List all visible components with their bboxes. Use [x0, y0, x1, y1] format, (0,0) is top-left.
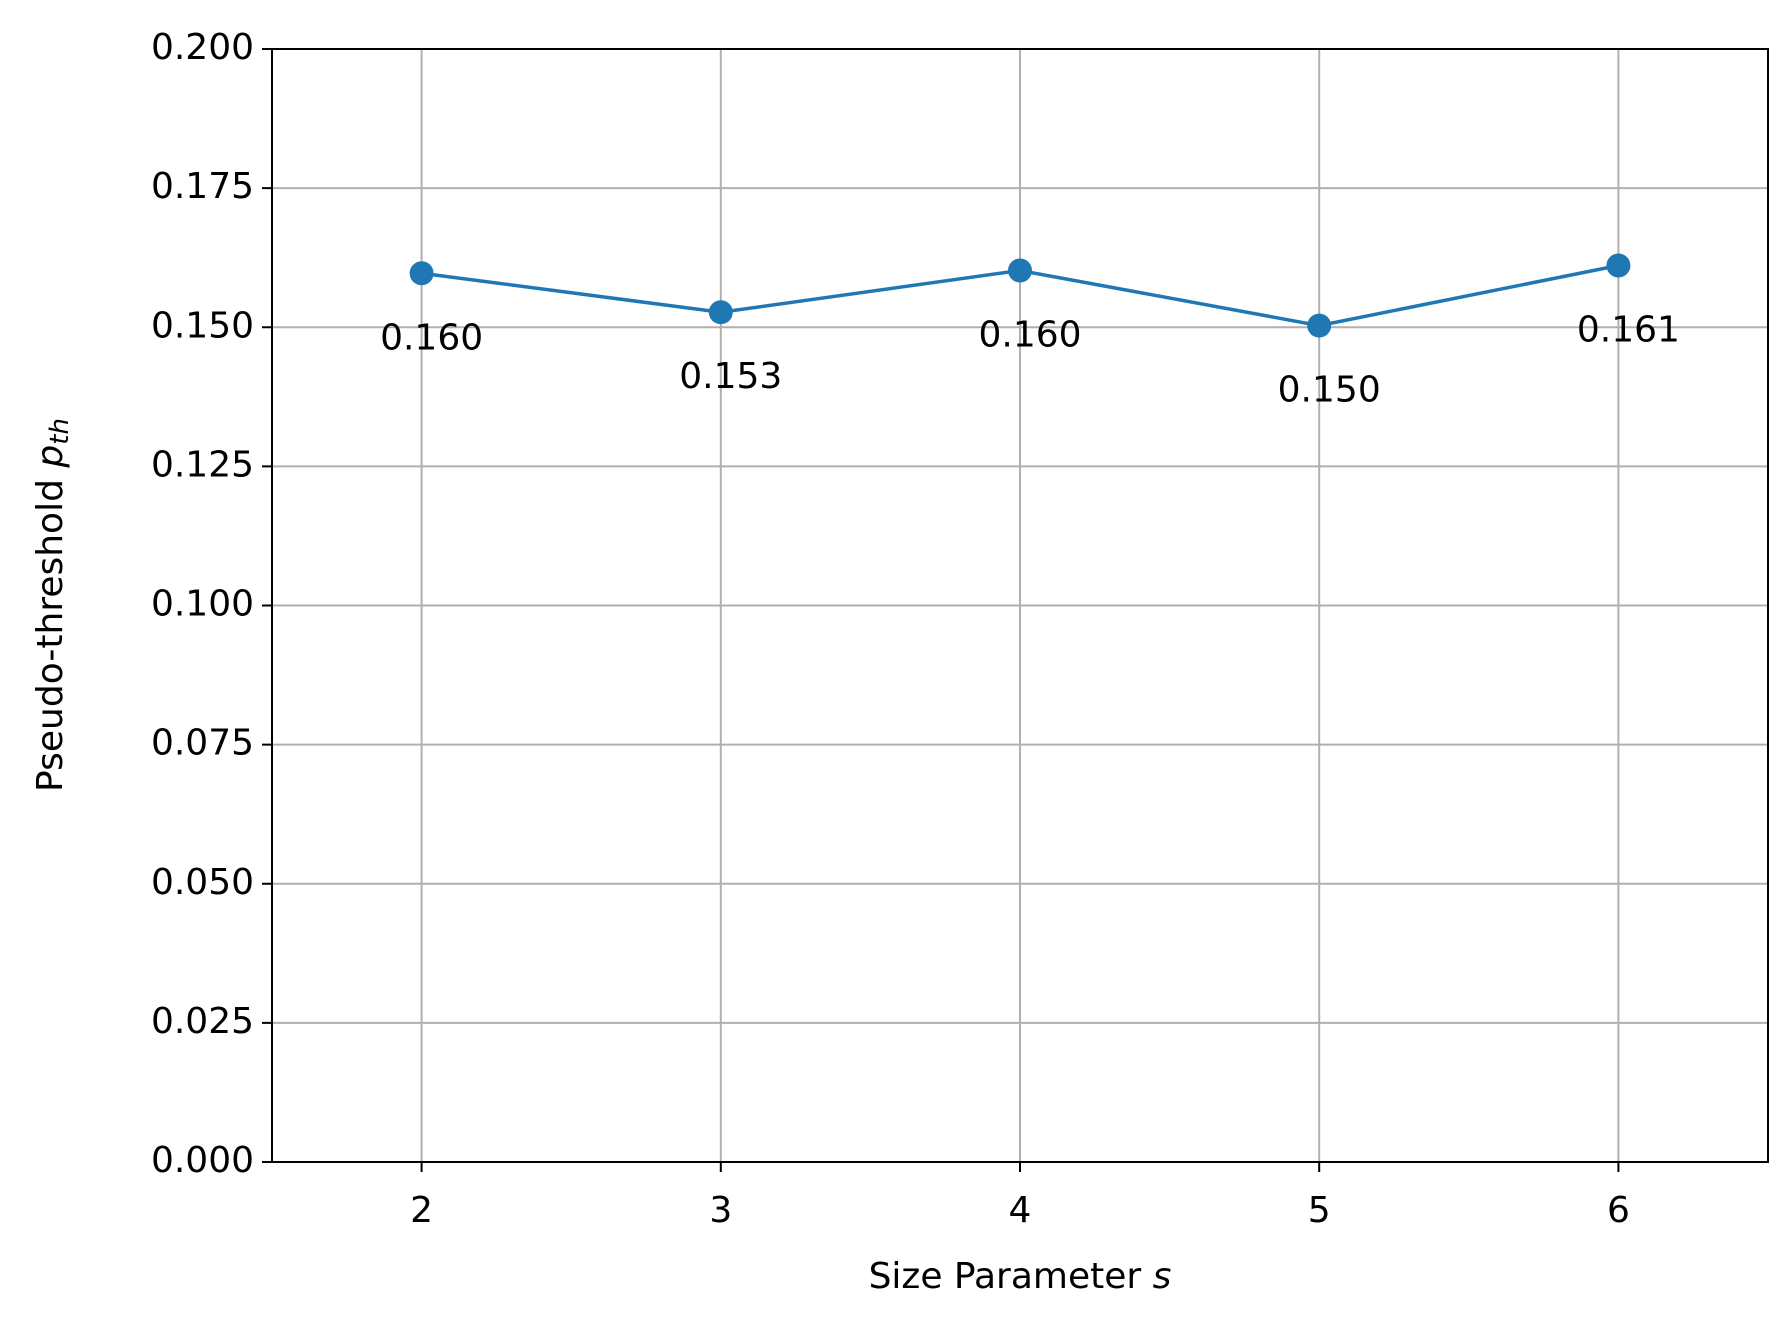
- marker: [1606, 253, 1631, 278]
- x-axis-label-text: Size Parameter: [869, 1256, 1142, 1297]
- y-axis-label: Pseudo-threshold pth: [30, 418, 75, 792]
- y-tick-label: 0.050: [151, 862, 254, 903]
- y-axis-label-symbol: p: [30, 445, 71, 469]
- x-axis-label: Size Parameter s: [869, 1256, 1172, 1297]
- y-tick-label: 0.200: [151, 27, 254, 68]
- y-tick-label: 0.075: [151, 723, 254, 764]
- x-tick-label: 5: [1308, 1190, 1331, 1231]
- data-label: 0.153: [679, 356, 782, 397]
- marker: [1008, 258, 1032, 283]
- y-tick-label: 0.025: [151, 1001, 254, 1042]
- data-label: 0.161: [1577, 309, 1680, 350]
- y-tick-label: 0.000: [151, 1140, 254, 1181]
- y-axis-label-text: Pseudo-threshold: [30, 479, 71, 792]
- y-tick-label: 0.100: [151, 584, 254, 625]
- y-tick-label: 0.150: [151, 305, 254, 346]
- marker: [708, 300, 733, 325]
- y-tick-label: 0.175: [151, 166, 254, 207]
- marker: [1307, 313, 1332, 338]
- x-tick-label: 2: [410, 1190, 433, 1231]
- data-label: 0.160: [380, 317, 483, 358]
- y-axis-label-subscript: th: [45, 418, 75, 445]
- x-tick-label: 3: [709, 1190, 732, 1231]
- plot-frame: [271, 48, 1769, 1163]
- data-label: 0.150: [1278, 370, 1381, 411]
- x-tick-label: 4: [1009, 1190, 1032, 1231]
- data-label: 0.160: [978, 314, 1081, 355]
- x-tick-label: 6: [1607, 1190, 1630, 1231]
- x-axis-label-symbol: s: [1153, 1256, 1172, 1297]
- y-tick-label: 0.125: [151, 444, 254, 485]
- marker: [409, 261, 434, 286]
